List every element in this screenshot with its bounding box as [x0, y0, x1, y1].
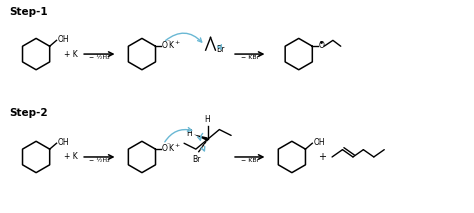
Text: Step-1: Step-1 [9, 7, 48, 17]
Text: K: K [168, 41, 173, 50]
Text: OH: OH [57, 35, 69, 44]
Text: + K: + K [64, 50, 77, 59]
Text: OH: OH [313, 138, 325, 147]
Text: − ½H₂: − ½H₂ [89, 55, 109, 60]
Text: K: K [168, 144, 173, 153]
Text: +: + [174, 40, 179, 45]
Text: − KBr: − KBr [241, 55, 259, 60]
Text: +: + [318, 152, 326, 162]
Text: Br: Br [217, 45, 225, 54]
Text: O: O [162, 41, 167, 50]
Text: OH: OH [57, 138, 69, 147]
Text: − ½H₂: − ½H₂ [89, 158, 109, 163]
Text: + K: + K [64, 153, 77, 161]
Text: ⁻: ⁻ [166, 143, 170, 148]
Polygon shape [194, 134, 208, 141]
Text: H: H [205, 115, 210, 124]
Text: +: + [174, 143, 179, 148]
Text: − KBr: − KBr [241, 158, 259, 163]
Text: Br: Br [192, 155, 201, 164]
Text: O: O [162, 144, 167, 153]
Text: Step-2: Step-2 [9, 108, 48, 118]
Text: H: H [186, 129, 192, 138]
Text: ⁻: ⁻ [166, 40, 170, 45]
Text: O: O [318, 41, 324, 50]
